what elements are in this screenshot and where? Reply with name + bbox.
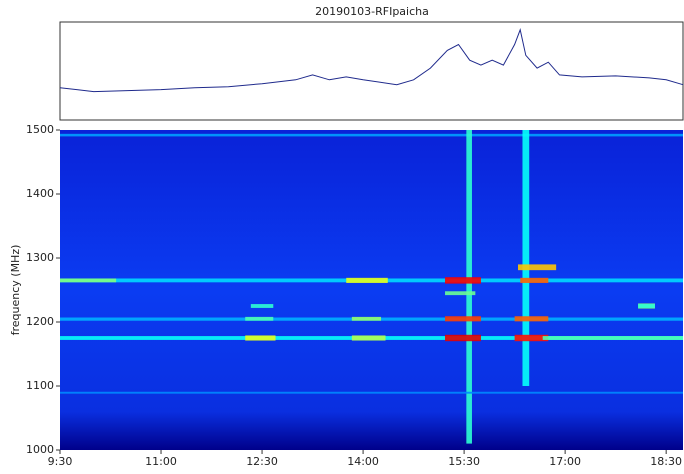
- rfi-feature: [466, 130, 472, 444]
- rfi-feature: [638, 304, 655, 308]
- rfi-feature: [515, 316, 549, 321]
- spectrogram-background: [60, 130, 683, 450]
- rfi-feature: [445, 291, 475, 295]
- rfi-feature: [346, 278, 388, 283]
- chart: 20190103-RFIpaicha frequency (MHz) 10001…: [0, 0, 684, 470]
- rfi-feature: [60, 134, 683, 137]
- x-tick-label: 14:00: [347, 455, 379, 468]
- chart-title: 20190103-RFIpaicha: [315, 5, 429, 18]
- rfi-feature: [520, 278, 548, 283]
- rfi-feature: [445, 335, 481, 341]
- top-panel: [60, 22, 683, 120]
- x-tick-label: 11:00: [145, 455, 177, 468]
- rfi-feature: [445, 316, 481, 321]
- rfi-feature: [352, 335, 386, 340]
- rfi-feature: [543, 336, 683, 340]
- y-tick-label: 1400: [26, 187, 54, 200]
- rfi-feature: [522, 130, 529, 386]
- rfi-feature: [352, 317, 381, 321]
- rfi-feature: [245, 335, 275, 340]
- rfi-feature: [245, 317, 273, 321]
- y-tick-label: 1300: [26, 251, 54, 264]
- y-tick-label: 1100: [26, 379, 54, 392]
- x-tick-label: 15:30: [448, 455, 480, 468]
- x-tick-label: 17:00: [549, 455, 581, 468]
- rfi-feature: [518, 264, 556, 270]
- x-tick-label: 18:30: [650, 455, 682, 468]
- x-tick-label: 9:30: [48, 455, 73, 468]
- rfi-feature: [445, 277, 481, 283]
- y-tick-label: 1500: [26, 123, 54, 136]
- x-tick-label: 12:30: [246, 455, 278, 468]
- rfi-feature: [60, 278, 116, 282]
- y-axis-label: frequency (MHz): [9, 245, 22, 336]
- rfi-feature: [251, 304, 273, 308]
- y-tick-label: 1200: [26, 315, 54, 328]
- rfi-feature: [60, 392, 683, 394]
